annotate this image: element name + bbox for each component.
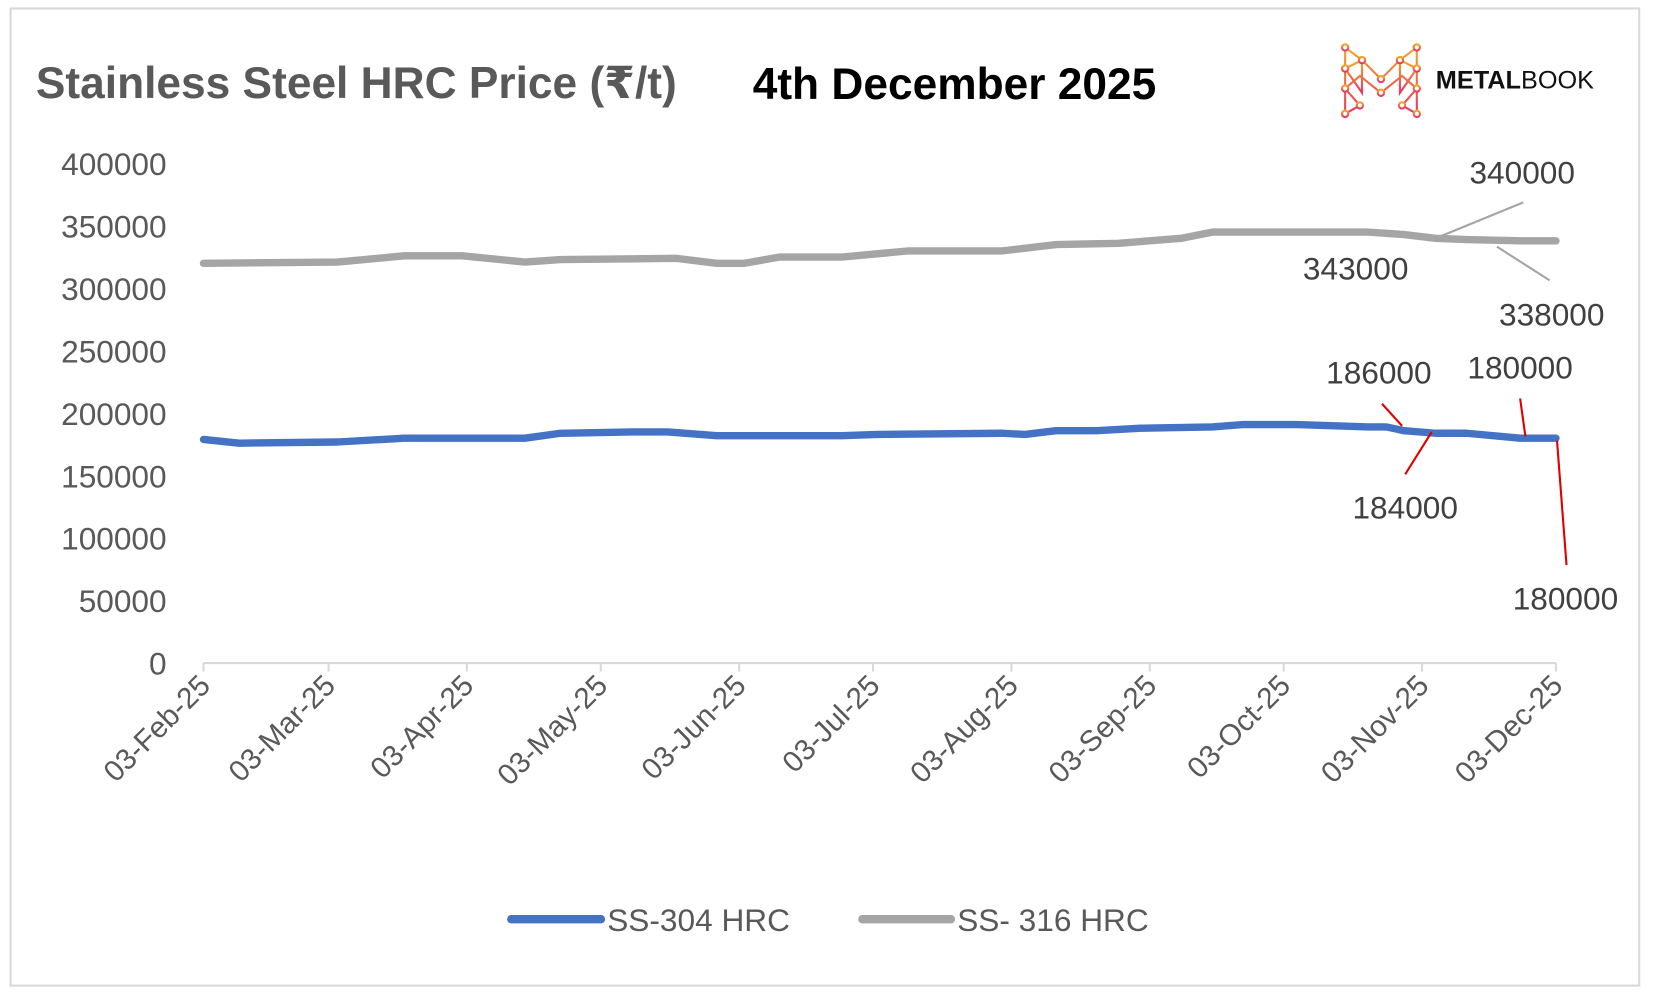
data-label-leader-line — [1404, 431, 1433, 475]
data-labels: 186000 184000 180000 180000 343000 340000 3380… — [1303, 154, 1618, 616]
data-label-leader-line — [1519, 398, 1527, 437]
series-lines — [199, 228, 1560, 447]
data-label: 180000 — [1513, 580, 1618, 616]
y-tick-label: 200000 — [61, 396, 166, 432]
data-label-leader-line — [1435, 201, 1524, 240]
legend-label-ss-304: SS-304 HRC — [607, 902, 790, 938]
y-tick-label: 350000 — [61, 208, 166, 244]
legend-label-ss-316: SS- 316 HRC — [957, 902, 1148, 938]
data-label: 340000 — [1469, 154, 1574, 190]
legend: SS-304 HRC SS- 316 HRC — [507, 902, 1149, 938]
series-line-ss-304 — [199, 420, 1560, 447]
data-label: 180000 — [1467, 349, 1572, 385]
chart-subtitle: 4th December 2025 — [753, 60, 1157, 109]
chart-border — [9, 7, 1641, 987]
data-label: 184000 — [1352, 490, 1457, 526]
data-label-leader-line — [1381, 403, 1403, 427]
metalbook-logo: METALBOOK — [1340, 43, 1594, 119]
logo-mark-icon — [1340, 43, 1422, 119]
data-label: 343000 — [1303, 250, 1408, 286]
chart-title: Stainless Steel HRC Price (₹/t) — [36, 59, 677, 108]
y-tick-label: 50000 — [79, 583, 167, 619]
legend-item-ss-304[interactable]: SS-304 HRC — [507, 902, 790, 938]
data-label-leader-line — [1496, 245, 1551, 282]
y-axis: 0 50000 100000 150000 200000 250000 300000 3500… — [61, 146, 166, 682]
y-tick-label: 100000 — [61, 521, 166, 557]
data-label-leader-line — [1555, 440, 1568, 566]
data-label: 186000 — [1326, 355, 1431, 391]
y-tick-label: 150000 — [61, 458, 166, 494]
y-tick-label: 300000 — [61, 271, 166, 307]
data-label: 338000 — [1499, 297, 1604, 333]
y-tick-label: 250000 — [61, 333, 166, 369]
y-tick-label: 0 — [149, 646, 167, 682]
y-tick-label: 400000 — [61, 146, 166, 182]
legend-item-ss-316[interactable]: SS- 316 HRC — [858, 902, 1149, 938]
logo-text: METALBOOK — [1436, 67, 1594, 95]
